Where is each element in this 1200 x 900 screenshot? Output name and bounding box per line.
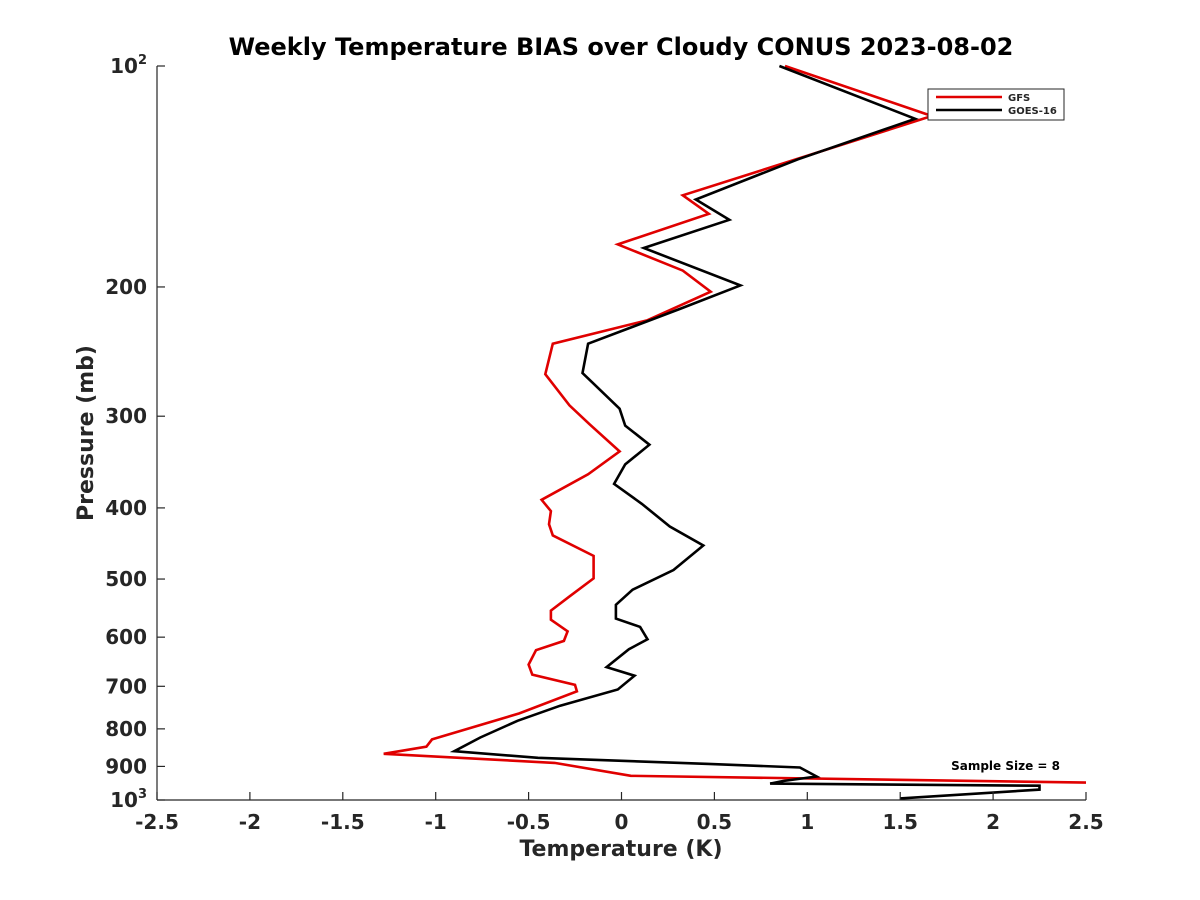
x-tick-label: -2 (239, 810, 261, 834)
x-axis-ticks: -2.5 -2 -1.5 -1 -0.5 0 0.5 1 1.5 2 2.5 (135, 792, 1104, 834)
x-tick-label: 1 (800, 810, 814, 834)
y-tick-label: 102 (110, 53, 147, 78)
x-tick-label: 0.5 (697, 810, 732, 834)
x-tick-label: -1 (425, 810, 447, 834)
sample-size-annotation: Sample Size = 8 (951, 759, 1060, 773)
y-tick-label: 300 (105, 404, 147, 428)
chart-title: Weekly Temperature BIAS over Cloudy CONU… (229, 33, 1014, 61)
legend-box (927, 88, 1065, 121)
y-tick-label: 400 (105, 496, 147, 520)
y-tick-label: 700 (105, 674, 147, 698)
x-tick-label: 1.5 (882, 810, 917, 834)
series-line-goes16 (449, 64, 1041, 800)
x-tick-label: 2 (986, 810, 1000, 834)
y-tick-label: 800 (105, 717, 147, 741)
x-axis-label: Temperature (K) (519, 837, 722, 862)
x-tick-label: -2.5 (135, 810, 179, 834)
series-layer (383, 64, 1087, 800)
y-tick-label: 500 (105, 567, 147, 591)
series-line-gfs (383, 64, 1087, 784)
legend-label-gfs: GFS (1008, 93, 1030, 104)
y-axis-ticks: 102 200 300 400 500 600 700 800 900 103 (105, 53, 165, 812)
x-tick-label: -1.5 (321, 810, 365, 834)
legend-label-goes16: GOES-16 (1008, 106, 1057, 117)
x-tick-label: 2.5 (1068, 810, 1103, 834)
y-tick-label: 900 (105, 754, 147, 778)
y-tick-label: 103 (110, 787, 147, 812)
y-tick-label: 200 (105, 275, 147, 299)
legend: GFS GOES-16 (927, 88, 1065, 121)
y-tick-label: 600 (105, 625, 147, 649)
x-tick-label: -0.5 (507, 810, 551, 834)
x-tick-label: 0 (615, 810, 629, 834)
axes (156, 66, 1086, 801)
y-axis-label: Pressure (mb) (74, 345, 99, 521)
